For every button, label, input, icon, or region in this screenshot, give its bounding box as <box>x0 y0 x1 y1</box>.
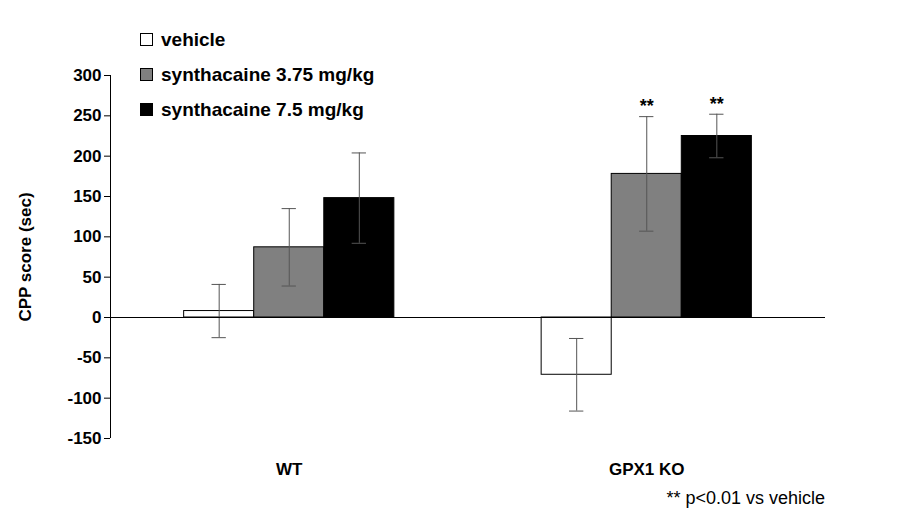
html-text:** p<0.01 vs vehicle: ** p<0.01 vs vehicle <box>666 488 825 508</box>
svg-text:GPX1 KO: GPX1 KO <box>609 460 685 479</box>
svg-text:150: 150 <box>73 187 101 206</box>
svg-text:200: 200 <box>73 147 101 166</box>
svg-text:-150: -150 <box>67 429 101 448</box>
svg-text:CPP score (sec): CPP score (sec) <box>16 192 35 321</box>
svg-text:100: 100 <box>73 227 101 246</box>
html-text:vehicle: vehicle <box>161 28 226 50</box>
svg-text:-100: -100 <box>67 389 101 408</box>
html-text:synthacaine 3.75 mg/kg: synthacaine 3.75 mg/kg <box>161 63 375 85</box>
html-text:synthacaine 7.5 mg/kg: synthacaine 7.5 mg/kg <box>161 98 364 120</box>
svg-text:300: 300 <box>73 66 101 85</box>
svg-text:WT: WT <box>276 460 303 479</box>
svg-text:**: ** <box>710 94 724 114</box>
svg-text:250: 250 <box>73 106 101 125</box>
svg-text:**: ** <box>640 96 654 116</box>
svg-text:0: 0 <box>92 308 101 327</box>
svg-text:50: 50 <box>83 268 102 287</box>
svg-text:-50: -50 <box>77 348 102 367</box>
